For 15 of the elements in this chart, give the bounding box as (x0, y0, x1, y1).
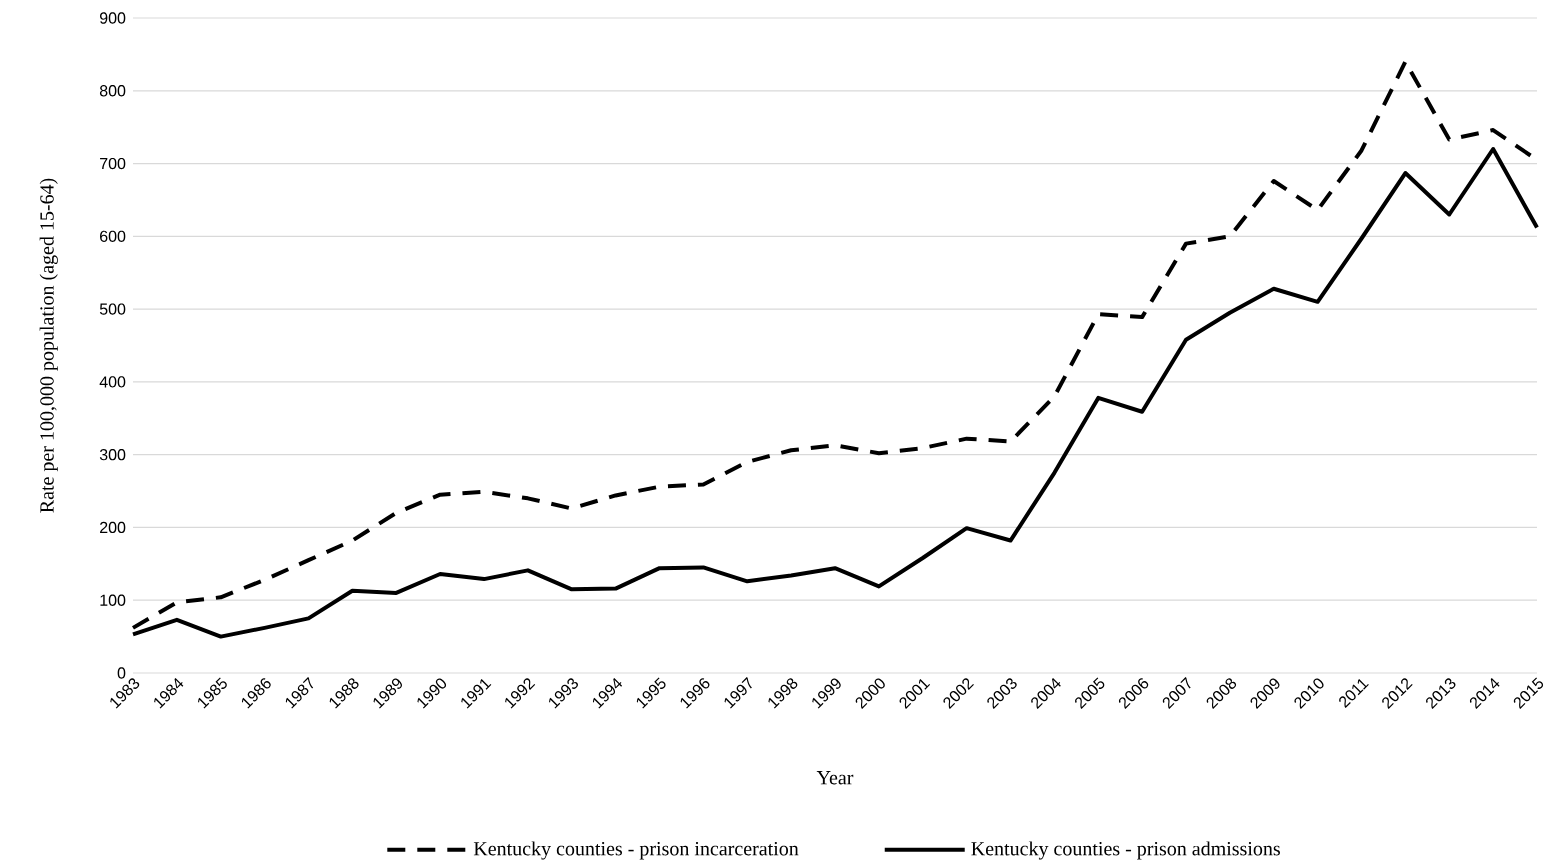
y-tick-label: 600 (100, 230, 126, 242)
y-tick-label: 700 (100, 157, 126, 170)
y-tick-label: 400 (99, 376, 126, 388)
y-tick-label: 300 (99, 449, 126, 461)
legend-label: Kentucky counties - prison incarceration (473, 841, 799, 860)
y-tick-label: 800 (99, 85, 126, 97)
y-tick-label: 0 (117, 667, 126, 679)
y-tick-label: 900 (99, 12, 126, 24)
line-series (131, 147, 1540, 639)
y-tick-label: 500 (99, 303, 126, 315)
y-tick-label: 200 (100, 521, 126, 534)
legend-label: Kentucky counties - prison admissions (971, 841, 1280, 860)
y-axis-title: Rate per 100,000 population (aged 15-64) (39, 178, 58, 513)
y-tick-label: 100 (100, 594, 126, 606)
x-axis-title: Year (816, 771, 854, 785)
